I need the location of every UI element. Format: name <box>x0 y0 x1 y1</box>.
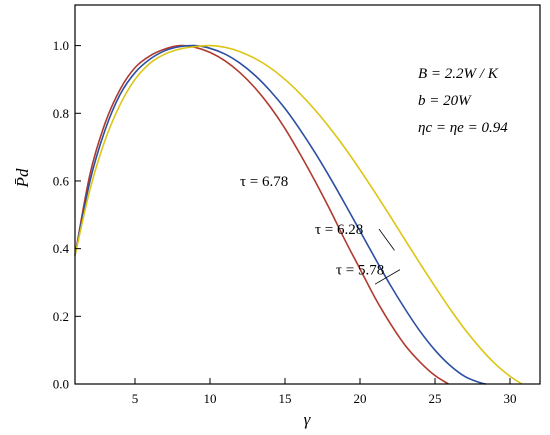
x-tick-label-5: 25 <box>429 391 442 406</box>
y-tick-label-1: 0.0 <box>53 377 69 392</box>
series-line-2 <box>74 44 487 385</box>
y-tick-label-6: 1.0 <box>53 38 69 53</box>
curve-group <box>74 44 523 385</box>
axes-group: 5 10 15 20 25 30 0.0 0.2 0.4 0.6 0.8 1.0 <box>53 38 517 406</box>
leader-line-2 <box>378 228 395 251</box>
series-line-1 <box>74 44 449 385</box>
parameter-line-3: ηc = ηe = 0.94 <box>418 120 508 136</box>
y-tick-label-4: 0.6 <box>53 173 70 188</box>
series-line-3 <box>74 44 523 385</box>
x-axis-title: γ <box>304 410 312 429</box>
y-tick-label-2: 0.2 <box>53 309 69 324</box>
annotation-leaders <box>374 228 401 285</box>
plot-frame <box>74 4 541 385</box>
parameter-line-1: B = 2.2W / K <box>418 66 499 82</box>
x-tick-label-6: 30 <box>504 391 517 406</box>
annotation-labels: τ = 6.78 τ = 6.28 τ = 5.78 <box>240 174 384 279</box>
series-label-3: τ = 5.78 <box>336 263 384 279</box>
series-label-1: τ = 6.78 <box>240 174 288 190</box>
y-tick-label-3: 0.4 <box>53 241 70 256</box>
y-axis-title: P̄d <box>13 168 32 188</box>
x-tick-label-3: 15 <box>279 391 292 406</box>
parameter-box: B = 2.2W / K b = 20W ηc = ηe = 0.94 <box>418 66 508 136</box>
x-tick-label-1: 5 <box>132 391 139 406</box>
series-label-2: τ = 6.28 <box>315 222 363 238</box>
y-tick-label-5: 0.8 <box>53 106 69 121</box>
x-tick-label-4: 20 <box>354 391 367 406</box>
leader-line-3 <box>374 269 401 285</box>
x-tick-label-2: 10 <box>204 391 217 406</box>
parameter-line-2: b = 20W <box>418 93 472 109</box>
